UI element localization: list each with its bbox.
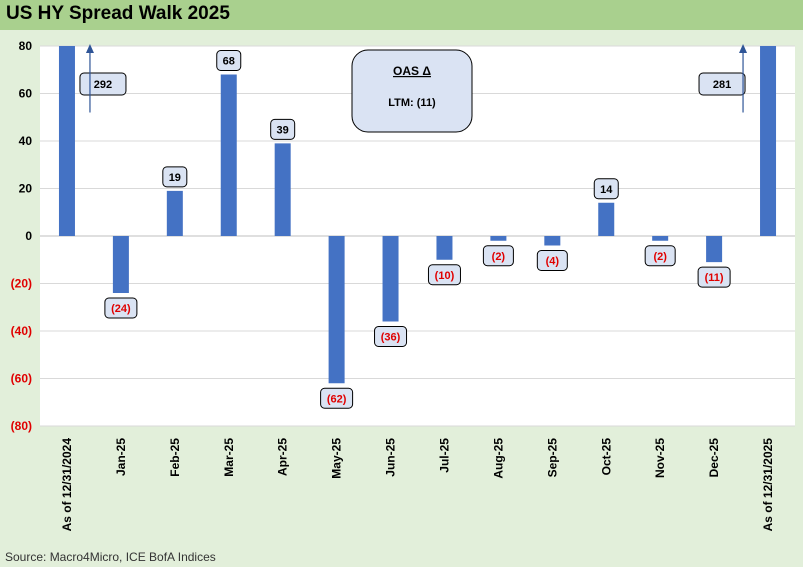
value-label: (10): [435, 270, 455, 282]
value-label: 14: [600, 184, 613, 196]
value-label: (24): [111, 303, 131, 315]
bar: [166, 190, 183, 236]
x-tick-label: Jan-25: [114, 438, 128, 476]
bar: [544, 236, 561, 246]
value-label-box: [644, 245, 676, 267]
bar: [490, 236, 507, 241]
value-label: 19: [169, 172, 181, 184]
y-tick-label: (40): [11, 324, 32, 338]
value-label-box: [593, 178, 619, 200]
bar: [58, 46, 75, 236]
bar: [706, 236, 723, 263]
arrow-right-head: [739, 44, 748, 53]
y-tick-label: 40: [19, 134, 33, 148]
x-tick-label: Oct-25: [599, 438, 613, 476]
x-tick-label: Jul-25: [437, 438, 451, 473]
x-tick-label: Nov-25: [653, 438, 667, 478]
value-label: 281: [713, 79, 731, 91]
y-tick-label: (20): [11, 277, 32, 291]
bar: [436, 236, 453, 260]
bar: [328, 236, 345, 384]
arrow-left-head: [85, 44, 94, 53]
bars: [58, 46, 777, 384]
bar: [760, 46, 777, 236]
value-label: (2): [653, 251, 667, 263]
source-note: Source: Macro4Micro, ICE BofA Indices: [5, 550, 216, 564]
y-tick-label: (80): [11, 419, 32, 433]
x-axis: As of 12/31/2024 Jan-25 Feb-25 Mar-25 Apr-25…: [60, 438, 775, 532]
annotation-text: LTM: (11): [388, 97, 436, 109]
bar: [112, 236, 129, 293]
x-tick-label: May-25: [330, 438, 344, 479]
value-label: 39: [277, 124, 289, 136]
value-label: 292: [94, 79, 112, 91]
x-tick-label: As of 12/31/2024: [60, 438, 74, 532]
value-label-box: [374, 326, 408, 347]
y-axis: 80 60 40 20 0 (20) (40) (60) (80): [11, 39, 33, 433]
bar: [652, 236, 669, 241]
value-label: (62): [327, 393, 347, 405]
value-label-box: [270, 118, 296, 140]
x-tick-label: Sep-25: [545, 438, 559, 478]
x-tick-label: Jun-25: [384, 438, 398, 477]
y-tick-label: 20: [19, 182, 33, 196]
value-label: (4): [546, 256, 560, 268]
value-label-box: [162, 166, 188, 188]
value-label: (2): [492, 251, 506, 263]
x-tick-label: Dec-25: [707, 438, 721, 478]
value-label-box: [427, 264, 461, 286]
annotation-box: [351, 49, 473, 133]
value-label-box: [536, 250, 568, 271]
bar: [382, 236, 399, 322]
value-label-box: [320, 387, 354, 409]
bar: [274, 143, 291, 236]
value-label: 68: [223, 56, 235, 68]
annotation-title: OAS Δ: [393, 64, 431, 78]
value-label-box: [216, 50, 242, 71]
chart-title: US HY Spread Walk 2025: [6, 3, 230, 24]
value-label: (11): [705, 272, 724, 284]
x-tick-label: Mar-25: [222, 438, 236, 477]
y-tick-label: 80: [19, 39, 33, 53]
x-tick-label: Aug-25: [491, 438, 505, 479]
value-label: (36): [381, 332, 401, 344]
x-tick-label: As of 12/31/2025: [761, 438, 775, 532]
value-label-box: [79, 72, 127, 96]
value-label-box: [104, 297, 138, 319]
value-label-box: [698, 72, 746, 96]
value-label-box: [697, 266, 731, 288]
bar: [598, 202, 615, 236]
chart-svg: 80 60 40 20 0 (20) (40) (60) (80) 292 (24) 19 68 39 (…: [11, 39, 795, 532]
title-bar: US HY Spread Walk 2025: [0, 0, 803, 30]
value-label-box: [482, 245, 514, 267]
y-tick-label: 60: [19, 87, 33, 101]
x-tick-label: Feb-25: [168, 438, 182, 477]
y-tick-label: (60): [11, 372, 32, 386]
annotation-group: OAS Δ LTM: (11): [85, 44, 748, 133]
y-tick-label: 0: [25, 229, 32, 243]
x-tick-label: Apr-25: [276, 438, 290, 476]
plot-area: 80 60 40 20 0 (20) (40) (60) (80) 292 (24) 19 68 39 (…: [0, 30, 803, 546]
value-labels: 292 (24) 19 68 39 (62) (36) (10) (2) (4) 14 (2) (11)…: [79, 50, 746, 409]
bar: [220, 74, 237, 236]
